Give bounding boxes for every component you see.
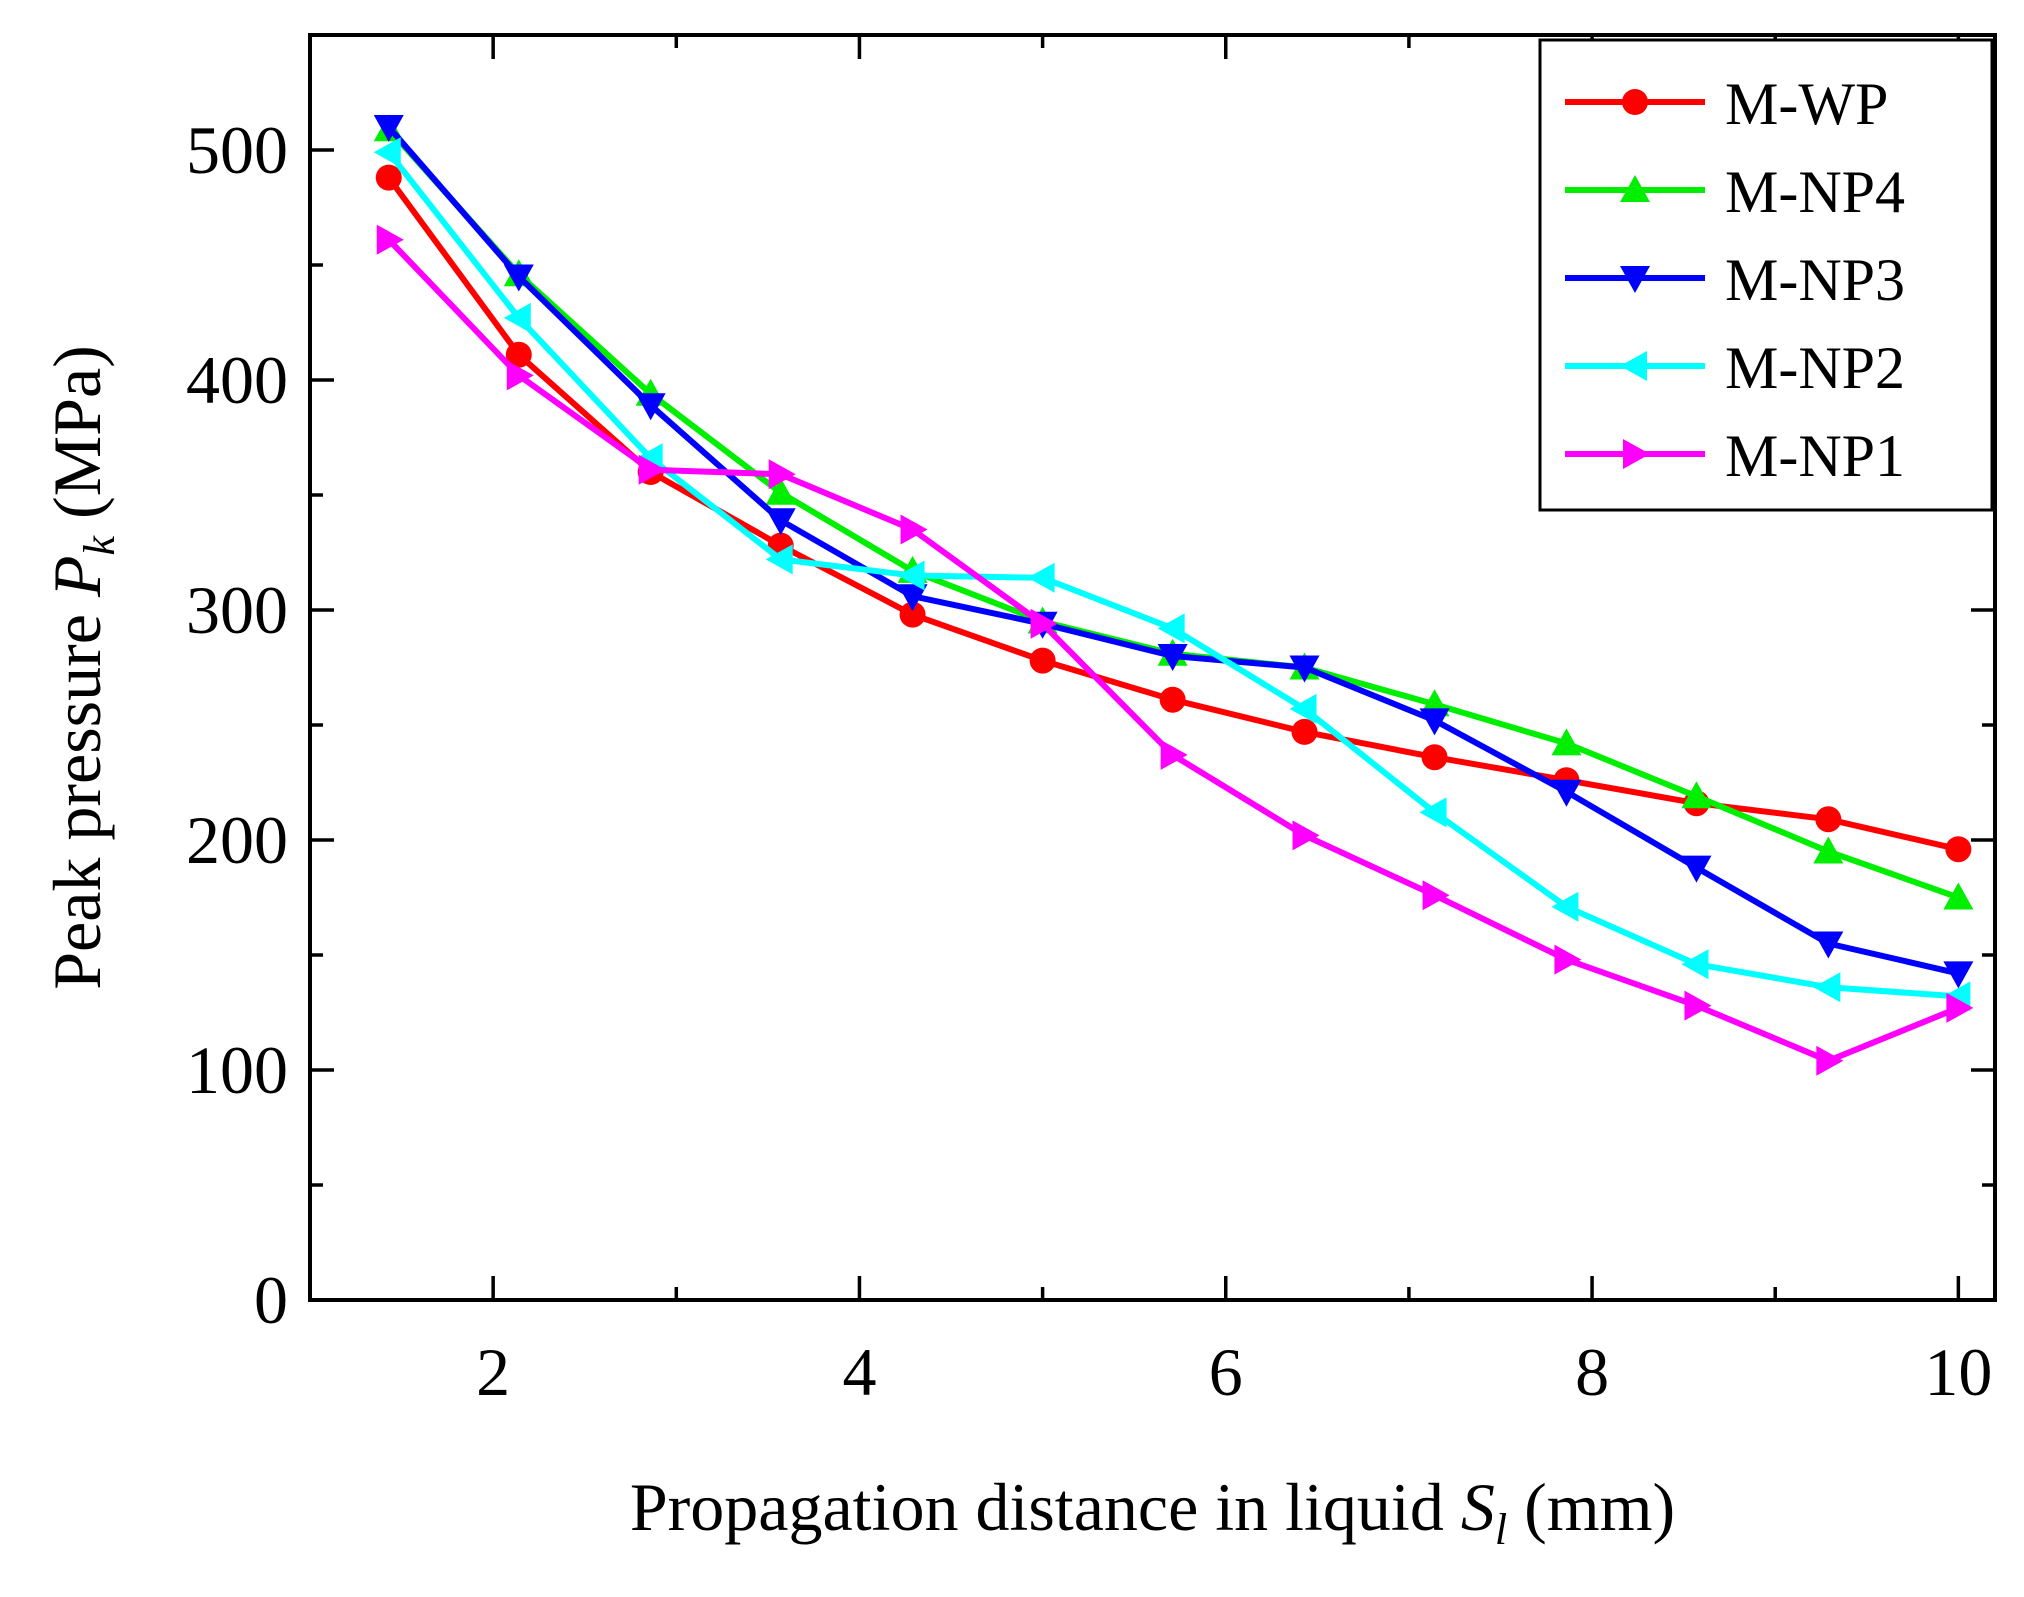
data-point-m-np3 — [1157, 644, 1188, 671]
x-tick-label: 6 — [1209, 1334, 1243, 1410]
y-tick-label: 0 — [254, 1262, 288, 1338]
data-point-m-np2 — [1419, 797, 1447, 828]
legend-label: M-WP — [1725, 71, 1888, 137]
data-point-m-np1 — [768, 459, 796, 490]
data-point-m-np3 — [1813, 931, 1844, 959]
y-tick-label: 300 — [186, 572, 288, 648]
data-series — [373, 114, 1974, 1076]
legend-marker — [1620, 266, 1650, 293]
x-axis-title: Propagation distance in liquid Sl (mm) — [630, 1469, 1675, 1554]
data-point-m-np3 — [635, 393, 666, 421]
series-m-np2 — [373, 137, 1971, 1012]
data-point-m-np2 — [1027, 562, 1055, 593]
data-point-m-np3 — [1419, 708, 1450, 736]
legend: M-WP M-NP4 M-NP3 M-NP2 M-NP1 — [1538, 38, 1994, 512]
plot-area — [308, 33, 1997, 1302]
data-point-m-wp — [375, 164, 402, 191]
data-point-m-np2 — [503, 302, 531, 333]
legend-marker — [1620, 351, 1647, 381]
data-point-m-wp — [1159, 686, 1186, 713]
data-point-m-np4 — [1813, 836, 1844, 864]
data-point-m-np1 — [506, 360, 534, 391]
data-point-m-np1 — [1030, 608, 1058, 639]
legend-item: M-NP4 — [1565, 159, 1905, 225]
series-m-np1 — [376, 224, 1974, 1076]
x-tick-label: 8 — [1575, 1334, 1609, 1410]
data-point-m-np3 — [373, 115, 404, 142]
data-point-m-np2 — [1681, 949, 1709, 980]
y-axis-title: Peak pressure Pk (MPa) — [39, 345, 124, 990]
y-tick-label: 100 — [186, 1032, 288, 1108]
legend-marker — [1620, 175, 1650, 202]
data-point-m-wp — [1291, 718, 1318, 745]
data-point-m-np1 — [376, 224, 404, 255]
series-m-np3 — [373, 115, 1974, 989]
data-point-m-np2 — [897, 560, 925, 591]
y-tick-label: 400 — [186, 342, 288, 418]
data-point-m-np1 — [1946, 992, 1974, 1023]
data-point-m-np2 — [1813, 972, 1841, 1003]
data-point-m-wp — [1815, 806, 1842, 833]
data-point-m-wp — [899, 601, 926, 628]
data-point-m-np3 — [1681, 855, 1712, 883]
plot-frame — [308, 33, 1997, 1302]
data-point-m-np1 — [1292, 820, 1320, 851]
y-tick-label: 500 — [186, 112, 288, 188]
data-point-m-wp — [1421, 744, 1448, 771]
data-point-m-np1 — [1422, 880, 1450, 911]
x-tick-label: 2 — [476, 1334, 510, 1410]
legend-label: M-NP1 — [1725, 423, 1905, 489]
data-point-m-np3 — [897, 584, 928, 612]
data-point-m-np2 — [1289, 693, 1317, 724]
legend-label: M-NP3 — [1725, 247, 1905, 313]
legend-item: M-NP3 — [1565, 247, 1905, 313]
data-point-m-np4 — [1943, 882, 1974, 910]
data-point-m-wp — [1029, 647, 1056, 674]
data-point-m-np3 — [765, 508, 796, 536]
x-tick-label: 10 — [1924, 1334, 1992, 1410]
data-point-m-np3 — [1943, 961, 1974, 989]
legend-label: M-NP4 — [1725, 159, 1905, 225]
data-point-m-np1 — [900, 514, 928, 545]
x-tick-label: 4 — [842, 1334, 876, 1410]
data-point-m-wp — [1945, 836, 1972, 863]
data-point-m-np2 — [373, 137, 401, 168]
data-point-m-wp — [505, 341, 532, 368]
data-point-m-np2 — [765, 544, 793, 575]
y-tick-label: 200 — [186, 802, 288, 878]
data-point-m-np3 — [1551, 779, 1582, 807]
data-point-m-np4 — [765, 477, 796, 505]
data-point-m-np2 — [1157, 613, 1185, 644]
axis-titles: Propagation distance in liquid Sl (mm) Pe… — [39, 345, 1675, 1554]
data-point-m-np1 — [1160, 739, 1188, 770]
data-point-m-np1 — [638, 454, 666, 485]
legend-item: M-WP — [1565, 71, 1888, 137]
data-point-m-np1 — [1816, 1045, 1844, 1076]
data-point-m-np1 — [1554, 944, 1582, 975]
legend-marker — [1623, 439, 1650, 469]
data-point-m-np2 — [1551, 891, 1579, 922]
legend-label: M-NP2 — [1725, 335, 1905, 401]
legend-marker — [1622, 89, 1648, 115]
legend-item: M-NP1 — [1565, 423, 1905, 489]
data-point-m-np4 — [1681, 781, 1712, 809]
data-point-m-np1 — [1684, 990, 1712, 1021]
data-point-m-np4 — [1551, 728, 1582, 756]
legend-item: M-NP2 — [1565, 335, 1905, 401]
data-point-m-np3 — [1289, 655, 1320, 683]
data-point-m-np3 — [503, 264, 534, 292]
